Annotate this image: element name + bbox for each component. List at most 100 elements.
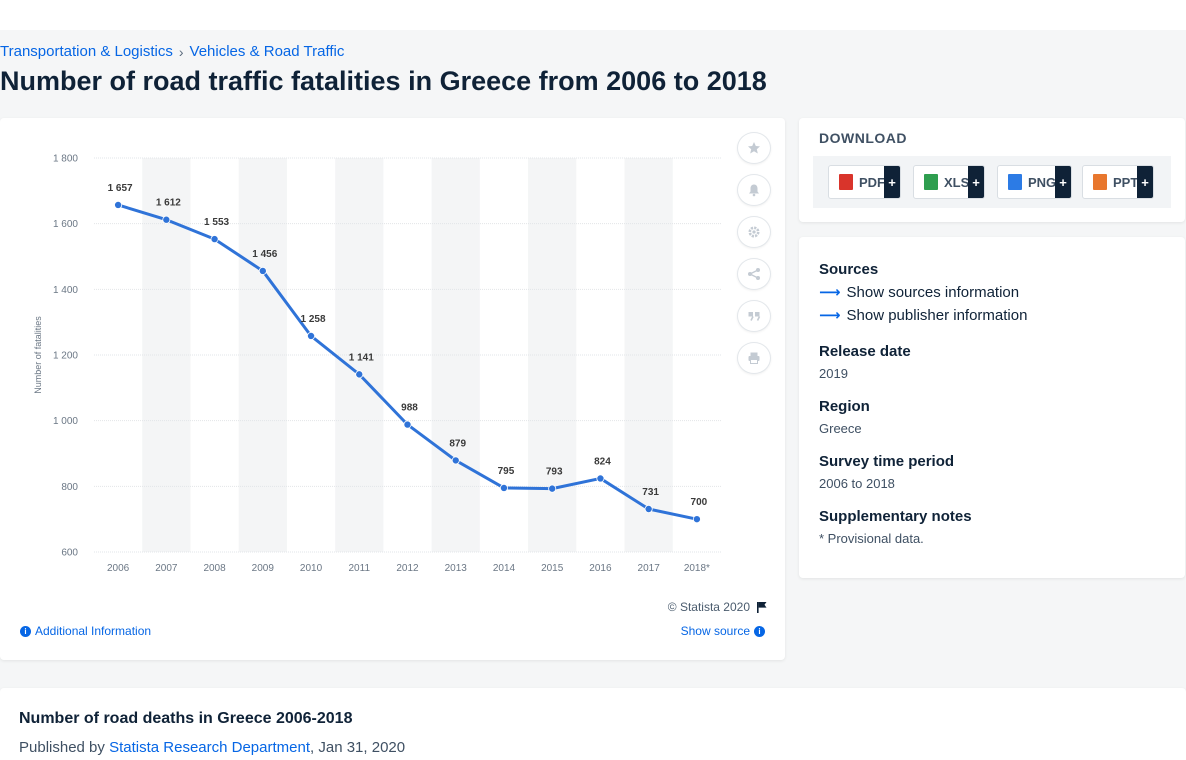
data-point <box>162 215 171 224</box>
data-point <box>258 266 267 275</box>
download-pdf-label: PDF <box>859 174 885 190</box>
series-line <box>117 203 698 521</box>
data-label: 988 <box>401 403 418 414</box>
x-tick-label: 2009 <box>252 563 275 574</box>
notification-button[interactable] <box>737 174 771 206</box>
ppt-file-icon <box>1093 174 1107 190</box>
download-title: DOWNLOAD <box>819 130 907 146</box>
gear-icon <box>748 226 760 238</box>
data-label: 1 141 <box>349 352 374 363</box>
x-tick-label: 2007 <box>155 563 178 574</box>
published-by: Published by Statista Research Departmen… <box>19 739 405 756</box>
copyright-text: © Statista 2020 <box>667 600 750 614</box>
data-label: 1 612 <box>156 198 181 209</box>
data-label: 795 <box>498 466 515 477</box>
survey-period-section: Survey time period 2006 to 2018 <box>819 453 954 491</box>
y-tick-label: 1 800 <box>53 154 78 165</box>
page-title: Number of road traffic fatalities in Gre… <box>0 66 767 96</box>
data-point <box>210 235 219 244</box>
download-png-button[interactable]: PNG + <box>997 165 1072 199</box>
xls-file-icon <box>924 174 938 190</box>
download-buttons: PDF + XLS + PNG + PPT + <box>813 156 1171 208</box>
download-xls-button[interactable]: XLS + <box>913 165 985 199</box>
bell-icon <box>749 184 759 197</box>
show-publisher-link[interactable]: ⟶ Show publisher information <box>819 306 1028 325</box>
sources-label: Sources <box>819 261 879 278</box>
show-sources-link[interactable]: ⟶ Show sources information <box>819 283 1027 302</box>
info-icon: i <box>754 625 765 637</box>
y-tick-label: 1 600 <box>53 219 78 230</box>
release-date-section: Release date 2019 <box>819 343 911 381</box>
data-point <box>307 331 316 340</box>
x-tick-label: 2014 <box>493 563 516 574</box>
download-xls-label: XLS <box>944 174 970 190</box>
data-point <box>451 456 460 465</box>
download-pdf-button[interactable]: PDF + <box>828 165 901 199</box>
release-date-label: Release date <box>819 343 911 360</box>
pdf-file-icon <box>839 174 853 190</box>
data-point <box>499 483 508 492</box>
x-tick-label: 2006 <box>107 563 130 574</box>
flag-icon[interactable] <box>756 601 767 613</box>
x-tick-label: 2012 <box>396 563 419 574</box>
data-point <box>596 474 605 483</box>
breadcrumb-item-vehicles[interactable]: Vehicles & Road Traffic <box>189 43 345 60</box>
sources-section: Sources ⟶ Show sources information ⟶ Sho… <box>819 261 1027 324</box>
y-tick-label: 600 <box>61 548 78 559</box>
breadcrumb-separator: › <box>178 43 184 60</box>
data-label: 793 <box>546 467 563 478</box>
description-title: Number of road deaths in Greece 2006-201… <box>19 710 353 727</box>
x-tick-label: 2016 <box>589 563 612 574</box>
data-label: 1 456 <box>252 249 277 260</box>
data-label: 879 <box>449 438 466 449</box>
show-source-link[interactable]: Show source i <box>681 624 765 638</box>
quote-icon <box>748 312 761 321</box>
y-tick-label: 1 400 <box>53 285 78 296</box>
print-button[interactable] <box>737 342 771 374</box>
region-section: Region Greece <box>819 398 870 436</box>
top-bar <box>0 0 1186 30</box>
download-png-label: PNG <box>1028 174 1057 190</box>
data-point <box>644 504 653 513</box>
show-publisher-label: Show publisher information <box>846 306 1028 324</box>
download-card: DOWNLOAD PDF + XLS + PNG + PPT + <box>799 118 1185 222</box>
data-label: 700 <box>691 497 708 508</box>
cite-button[interactable] <box>737 300 771 332</box>
favorite-button[interactable] <box>737 132 771 164</box>
share-button[interactable] <box>737 258 771 290</box>
column-band <box>431 158 480 552</box>
png-file-icon <box>1008 174 1022 190</box>
y-tick-label: 1 200 <box>53 351 78 362</box>
breadcrumb-item-transportation[interactable]: Transportation & Logistics <box>0 43 173 60</box>
plus-icon: + <box>1055 166 1071 198</box>
settings-button[interactable] <box>737 216 771 248</box>
copyright: © Statista 2020 <box>668 600 767 614</box>
publisher-link[interactable]: Statista Research Department <box>109 739 311 756</box>
data-label: 731 <box>642 487 659 498</box>
data-point <box>403 420 412 429</box>
data-label: 824 <box>594 456 611 467</box>
x-tick-label: 2011 <box>349 563 371 574</box>
x-tick-label: 2013 <box>445 563 468 574</box>
show-source-label: Show source <box>680 624 750 638</box>
published-prefix: Published by <box>19 739 105 756</box>
data-point <box>692 515 701 524</box>
y-axis-label: Number of fatalities <box>33 316 43 394</box>
supplementary-notes-value: * Provisional data. <box>819 531 924 546</box>
description-card: Number of road deaths in Greece 2006-201… <box>0 688 1186 760</box>
data-point <box>114 200 123 209</box>
supplementary-notes-label: Supplementary notes <box>819 508 972 525</box>
share-icon <box>748 268 760 280</box>
x-tick-label: 2017 <box>638 563 661 574</box>
star-icon <box>748 142 760 154</box>
additional-information-link[interactable]: i Additional Information <box>20 624 151 638</box>
x-tick-label: 2008 <box>203 563 226 574</box>
download-ppt-label: PPT <box>1113 174 1139 190</box>
y-tick-label: 1 000 <box>53 416 78 427</box>
download-ppt-button[interactable]: PPT + <box>1082 165 1154 199</box>
data-label: 1 553 <box>204 217 229 228</box>
chart-toolbar <box>737 132 771 374</box>
plus-icon: + <box>884 166 900 198</box>
column-band <box>335 158 384 552</box>
show-sources-label: Show sources information <box>846 283 1020 301</box>
